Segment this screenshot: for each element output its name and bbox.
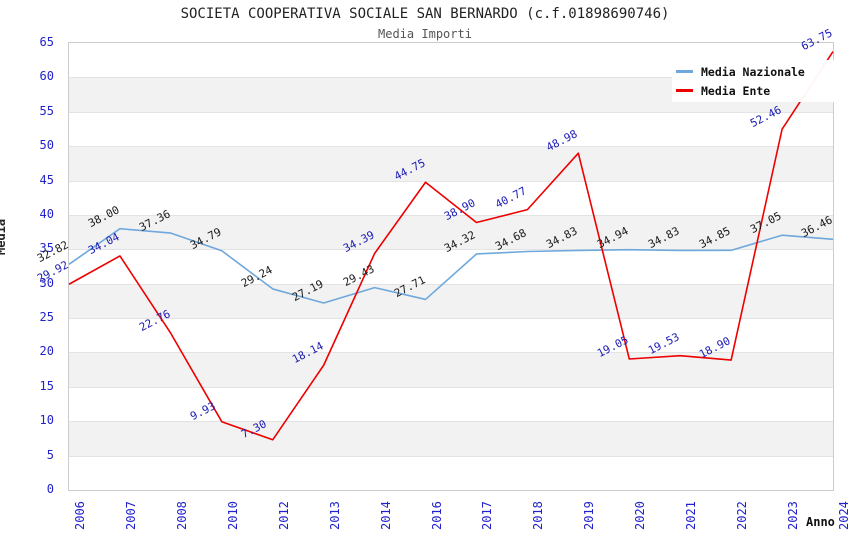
y-tick-label: 30 [39, 275, 54, 290]
gridline [69, 112, 833, 113]
y-tick-label: 35 [39, 241, 54, 256]
y-tick-label: 40 [39, 206, 54, 221]
x-tick-label: 2014 [378, 501, 393, 530]
chart-title: SOCIETA COOPERATIVA SOCIALE SAN BERNARDO… [180, 6, 670, 22]
x-tick-label: 2020 [633, 501, 648, 530]
x-axis-title: Anno [806, 515, 835, 529]
legend-item[interactable]: Media Ente [676, 81, 846, 100]
legend-label: Media Ente [701, 83, 771, 98]
gridline [69, 249, 833, 250]
x-tick-label: 2021 [684, 501, 699, 530]
grid-band [69, 421, 833, 456]
gridline [69, 456, 833, 457]
x-tick-label: 2013 [327, 501, 342, 530]
y-tick-label: 20 [39, 344, 54, 359]
series-lines [68, 51, 834, 441]
x-tick-label: 2017 [480, 501, 495, 530]
x-tick-label: 2019 [582, 501, 597, 530]
gridline [69, 215, 833, 216]
grid-band [69, 146, 833, 181]
y-tick-label: 0 [46, 482, 54, 496]
x-axis-tick-labels: 2006 2007 2008 2010 2012 2013 2014 2016 2017 2018… [0, 492, 850, 550]
grid-band [69, 283, 833, 319]
gridline [69, 421, 833, 422]
x-tick-label: 2024 [837, 501, 850, 530]
x-tick-label: 2007 [123, 501, 138, 530]
legend-item[interactable]: Media Nazionale [676, 62, 846, 81]
gridline [69, 318, 833, 319]
legend: Media Nazionale Media Ente [672, 60, 850, 102]
y-tick-label: 5 [46, 447, 54, 462]
y-axis-tick-labels: 0 5 10 15 20 25 30 35 40 45 50 55 60 65 [0, 35, 62, 496]
x-tick-label: 2016 [429, 501, 444, 530]
grid-band [69, 214, 833, 250]
x-tick-label: 2008 [174, 501, 189, 530]
chart-subtitle: Media Importi [378, 27, 472, 41]
y-tick-label: 50 [39, 138, 54, 153]
gridline [69, 284, 833, 285]
y-tick-label: 15 [39, 378, 54, 393]
x-tick-label: 2018 [531, 501, 546, 530]
series-line-media-ente [68, 51, 834, 441]
y-tick-label: 25 [39, 310, 54, 325]
x-tick-label: 2022 [735, 501, 750, 530]
gridline [69, 387, 833, 388]
series-line-media-nazionale [68, 227, 834, 304]
gridline [69, 181, 833, 182]
x-tick-label: 2012 [276, 501, 291, 530]
y-tick-label: 55 [39, 103, 54, 118]
y-tick-label: 10 [39, 413, 54, 428]
x-tick-label: 2006 [73, 501, 87, 530]
x-tick-label: 2023 [786, 501, 801, 530]
legend-color-swatch [676, 89, 693, 92]
y-axis-title: Media [0, 218, 8, 255]
x-tick-label: 2010 [225, 501, 240, 530]
gridline [69, 146, 833, 147]
plot-area: 32.82 38.00 37.36 34.79 29.24 27.19 29.43 27.71… [35, 26, 835, 491]
legend-color-swatch [676, 70, 693, 73]
legend-label: Media Nazionale [701, 64, 805, 79]
y-tick-label: 45 [39, 172, 54, 187]
y-tick-label: 65 [39, 35, 54, 49]
y-tick-label: 60 [39, 69, 54, 84]
gridline [69, 77, 833, 78]
gridline [69, 352, 833, 353]
